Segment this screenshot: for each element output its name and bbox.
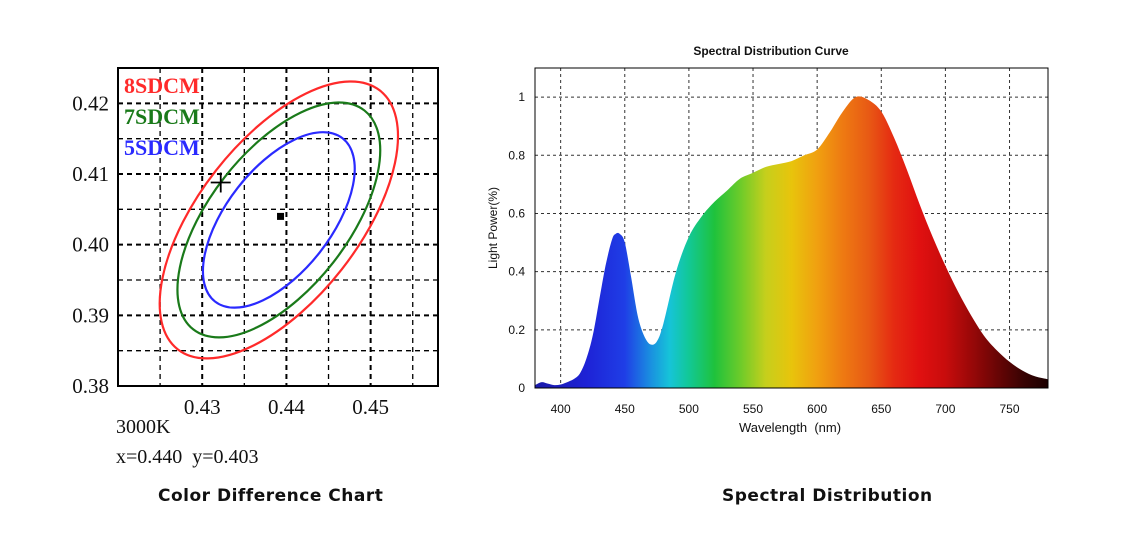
sdcm-legend: 8SDCM 7SDCM 5SDCM (124, 73, 200, 160)
spd-y-tick-label: 1 (518, 90, 525, 104)
cie-plot-frame (117, 67, 439, 387)
spectral-distribution-caption: Spectral Distribution (722, 486, 933, 506)
cie-x-tick-label: 0.45 (352, 395, 389, 419)
cie-x-tick-label: 0.44 (268, 395, 305, 419)
spd-y-tick-label: 0 (518, 381, 525, 395)
spd-x-tick-label: 650 (871, 402, 891, 416)
cie-points (210, 172, 285, 220)
spd-area (535, 96, 1048, 388)
cct-label: 3000K (116, 416, 171, 438)
spd-y-tick-label: 0.4 (508, 265, 525, 279)
spd-plot-border (534, 67, 1049, 389)
spd-y-axis-label: Light Power(%) (486, 187, 500, 269)
sdcm-ellipse-5sdcm (201, 131, 356, 309)
chromaticity-coordinates: x=0.440 y=0.403 (116, 446, 259, 468)
legend-8sdcm: 8SDCM (124, 73, 200, 98)
legend-7sdcm: 7SDCM (124, 104, 200, 129)
spd-x-tick-label: 750 (1000, 402, 1020, 416)
color-difference-caption: Color Difference Chart (158, 486, 384, 506)
spd-x-axis-label: Wavelength (nm) (739, 420, 841, 435)
spd-x-tick-label: 400 (551, 402, 571, 416)
spd-y-tick-label: 0.6 (508, 206, 525, 220)
spd-x-tick-label: 700 (935, 402, 955, 416)
spectral-distribution-chart: Spectral Distribution Curve 0 0.2 0.4 0.6 0.… (486, 44, 1049, 435)
spd-y-tick-label: 0.2 (508, 323, 525, 337)
sdcm-ellipse-7sdcm (176, 101, 382, 339)
legend-5sdcm: 5SDCM (124, 135, 200, 160)
spd-x-tick-labels: 400 450 500 550 600 650 700 750 (551, 402, 1020, 416)
cie-y-tick-label: 0.40 (72, 233, 109, 257)
center-point-marker (277, 212, 285, 220)
cie-y-tick-label: 0.39 (72, 303, 109, 327)
cie-x-tick-labels: 0.43 0.44 0.45 (184, 395, 389, 419)
color-difference-chart: 8SDCM 7SDCM 5SDCM 0.42 0.41 0.40 0.39 0.38 0.4… (72, 67, 439, 468)
cie-x-tick-label: 0.43 (184, 395, 221, 419)
cie-y-tick-label: 0.41 (72, 162, 109, 186)
spd-x-tick-label: 600 (807, 402, 827, 416)
spd-y-tick-label: 0.8 (508, 148, 525, 162)
sdcm-ellipses (158, 80, 400, 360)
sdcm-ellipse-8sdcm (158, 80, 400, 360)
spd-title: Spectral Distribution Curve (693, 44, 849, 58)
spd-x-tick-label: 500 (679, 402, 699, 416)
spd-x-tick-label: 450 (615, 402, 635, 416)
spd-x-tick-label: 550 (743, 402, 763, 416)
cie-y-tick-label: 0.42 (72, 91, 109, 115)
cie-y-tick-label: 0.38 (72, 374, 109, 398)
spd-y-tick-labels: 0 0.2 0.4 0.6 0.8 1 (508, 90, 525, 395)
cie-y-tick-labels: 0.42 0.41 0.40 0.39 0.38 (72, 91, 109, 398)
